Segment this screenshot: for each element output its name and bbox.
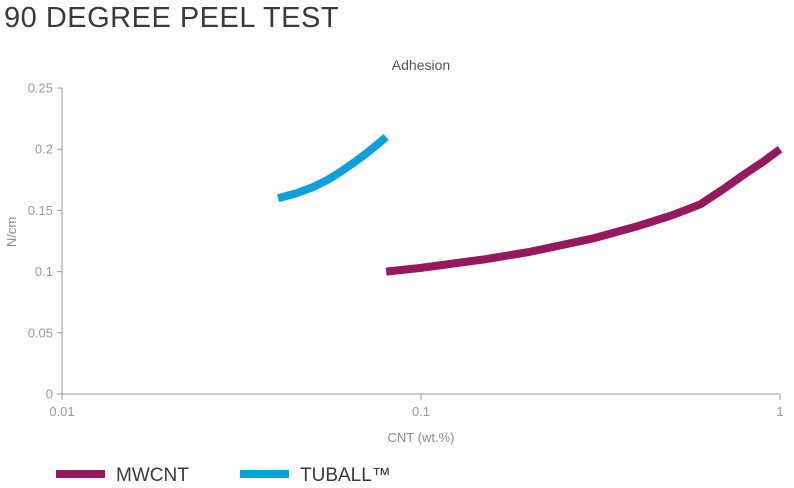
series-line-mwcnt bbox=[385, 145, 783, 276]
x-tick-label: 1 bbox=[776, 404, 783, 419]
x-tick-label: 0.01 bbox=[49, 404, 74, 419]
legend-label: MWCNT bbox=[116, 465, 189, 486]
series-line-tuball bbox=[277, 133, 389, 203]
axes bbox=[57, 87, 781, 400]
y-tick-label: 0.15 bbox=[28, 203, 53, 218]
y-tick-label: 0.2 bbox=[35, 142, 53, 157]
page-title: 90 DEGREE PEEL TEST bbox=[4, 2, 340, 34]
y-tick-label: 0.05 bbox=[28, 325, 53, 340]
y-tick-label: 0 bbox=[46, 387, 53, 402]
x-tick-label: 0.1 bbox=[412, 404, 430, 419]
series-lines bbox=[277, 133, 783, 276]
legend: MWCNT TUBALL™ bbox=[56, 465, 391, 486]
tick-labels: 0 0.05 0.1 0.15 0.2 0.25 0.01 0.1 1 bbox=[28, 81, 784, 420]
y-axis-title: N/cm bbox=[4, 217, 19, 247]
chart-title: Adhesion bbox=[392, 57, 450, 73]
y-tick-label: 0.25 bbox=[28, 81, 53, 96]
x-axis-title: CNT (wt.%) bbox=[388, 430, 455, 445]
y-tick-label: 0.1 bbox=[35, 264, 53, 279]
legend-label: TUBALL™ bbox=[300, 465, 391, 486]
